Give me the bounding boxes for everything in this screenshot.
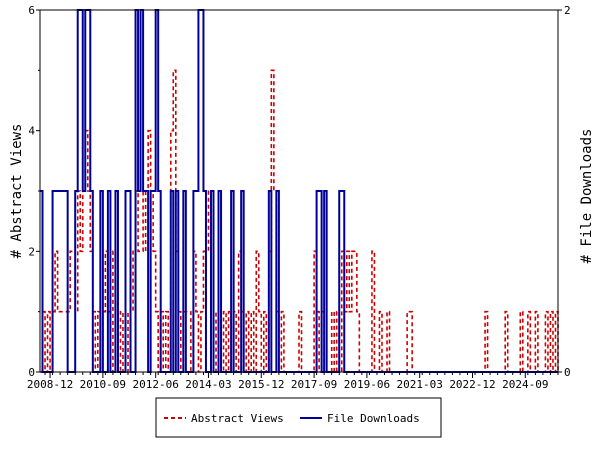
x-tick-label: 2017-09 [291, 378, 337, 391]
x-tick-label: 2022-12 [449, 378, 495, 391]
legend: Abstract Views File Downloads [155, 397, 442, 438]
left-axis-title: # Abstract Views [9, 124, 25, 259]
chart-marks [40, 9, 559, 373]
legend-label-file-downloads: File Downloads [327, 412, 420, 425]
x-tick-label: 2021-03 [397, 378, 443, 391]
x-tick-label: 2014-03 [185, 378, 231, 391]
y-right-tick-label: 2 [564, 4, 571, 17]
x-tick-label: 2012-06 [132, 378, 178, 391]
y-left-tick-label: 2 [28, 245, 35, 258]
axis-ticks: 2008-12 2010-09 2012-06 2014-03 2015-12 2017-… [27, 4, 571, 391]
x-tick-label: 2008-12 [27, 378, 73, 391]
x-tick-label: 2019-06 [344, 378, 390, 391]
y-left-tick-label: 4 [28, 125, 35, 138]
right-axis-title: # File Downloads [579, 129, 595, 264]
x-tick-label: 2024-09 [502, 378, 548, 391]
x-tick-label: 2015-12 [238, 378, 284, 391]
y-right-tick-label: 0 [564, 366, 571, 379]
y-left-tick-label: 6 [28, 4, 35, 17]
legend-box [155, 397, 442, 438]
x-tick-label: 2010-09 [80, 378, 126, 391]
y-left-tick-label: 0 [28, 366, 35, 379]
legend-label-abstract-views: Abstract Views [191, 412, 284, 425]
